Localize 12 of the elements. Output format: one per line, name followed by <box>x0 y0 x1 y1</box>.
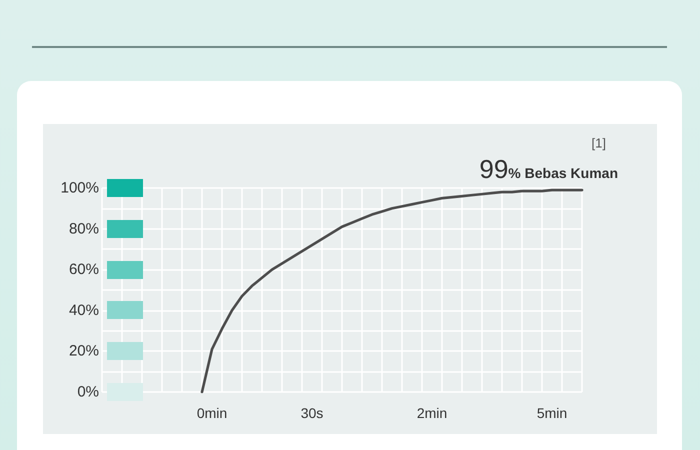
y-tick-label: 100% <box>60 180 99 196</box>
y-tick-label: 80% <box>68 220 99 238</box>
y-tick-label: 0% <box>77 384 99 400</box>
annotation: 99% Bebas Kuman <box>479 154 618 184</box>
x-tick-label: 30s <box>300 405 324 421</box>
y-tick-label: 20% <box>68 342 99 360</box>
text: [1] <box>592 136 606 150</box>
y-tick-label: 60% <box>68 261 99 278</box>
x-tick-label: 5min <box>536 405 568 421</box>
y-tick-label: 40% <box>68 302 99 319</box>
x-tick-label: 0min <box>196 405 228 421</box>
x-tick-label: 2min <box>416 405 448 421</box>
